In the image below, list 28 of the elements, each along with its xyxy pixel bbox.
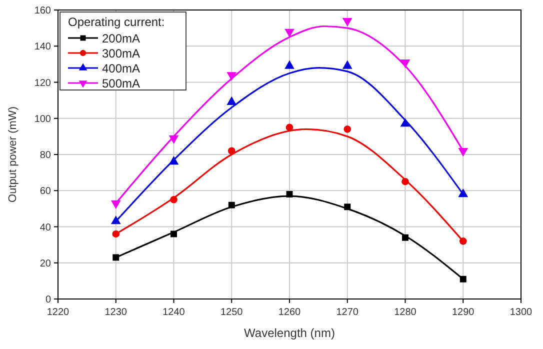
point — [344, 126, 352, 133]
point — [284, 28, 294, 38]
x-tick-label: 1280 — [394, 307, 417, 318]
y-tick-label: 60 — [40, 186, 52, 198]
y-tick-label: 80 — [40, 150, 52, 161]
legend-label: 500mA — [102, 76, 140, 90]
legend-label: 200mA — [102, 32, 140, 46]
legend-title: Operating current: — [68, 15, 165, 29]
y-tick-label: 100 — [34, 114, 52, 125]
y-tick-label: 120 — [34, 78, 52, 89]
y-tick-label: 20 — [40, 258, 52, 270]
y-axis-title: Output power (mW) — [7, 106, 19, 202]
legend-label: 300mA — [102, 46, 140, 60]
y-tick-label: 40 — [40, 222, 52, 234]
legend-label: 400mA — [102, 62, 140, 76]
x-tick-label: 1240 — [162, 307, 186, 318]
y-tick-label: 0 — [45, 294, 52, 306]
x-tick-label: 1290 — [452, 307, 475, 318]
x-tick-label: 1300 — [510, 307, 533, 318]
point — [342, 18, 352, 27]
y-tick-label: 140 — [34, 42, 52, 53]
x-tick-label: 1270 — [336, 307, 359, 318]
x-axis-title: Wavelength (nm) — [244, 326, 335, 340]
x-tick-label: 1220 — [46, 307, 70, 318]
x-tick-label: 1250 — [220, 307, 244, 318]
y-tick-label: 160 — [34, 6, 52, 16]
x-tick-label: 1230 — [104, 307, 128, 318]
x-tick-label: 1260 — [278, 307, 302, 318]
